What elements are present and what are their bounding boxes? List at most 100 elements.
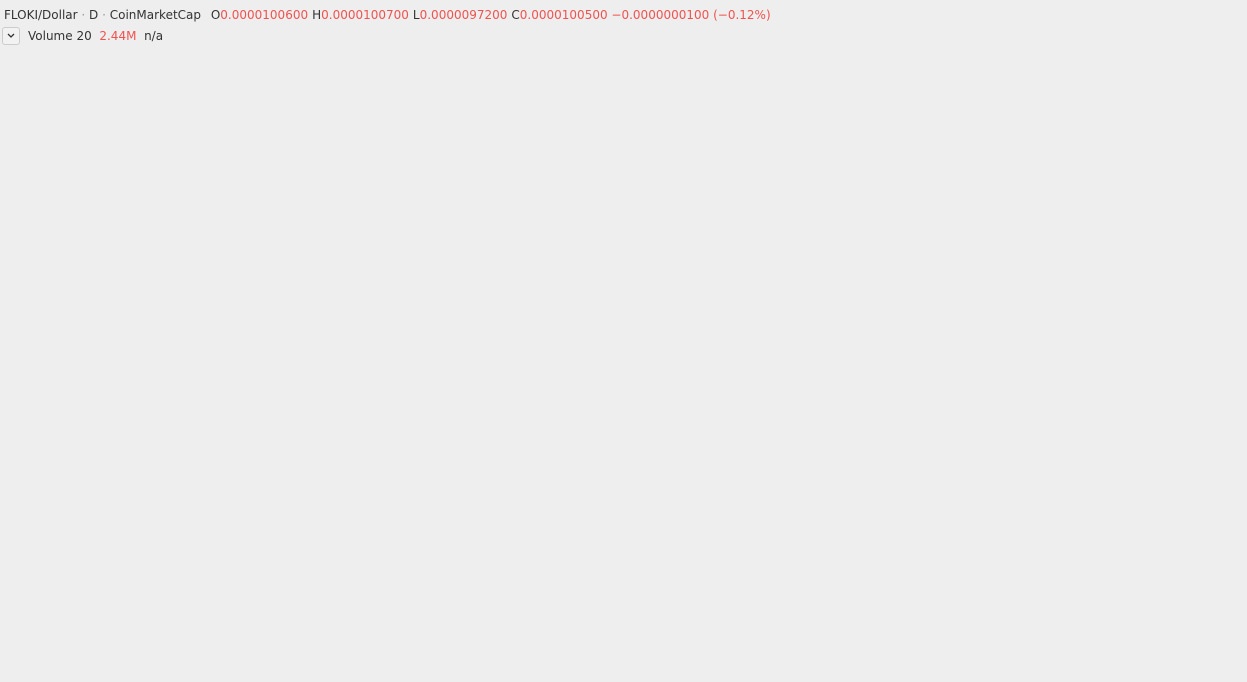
candle-body [193,565,203,567]
candle-body [1137,468,1147,471]
candle-body [163,569,173,574]
candle-body [665,149,675,180]
candle-body [930,317,940,323]
candle-body [340,516,350,529]
volume-bar [812,675,822,682]
candle-body [149,573,159,575]
candle-body [694,114,704,160]
candle-body [724,177,734,180]
candle-body [311,546,321,559]
candle-body [635,338,645,434]
candle-body [606,398,616,409]
candle-body [237,564,247,566]
candle-body [222,564,232,581]
candle-body [1181,468,1191,489]
volume-legend: Volume 20 2.44M n/a [2,27,163,45]
ohlc-value: 0.0000100600 [220,8,309,22]
volume-bar [665,628,675,682]
symbol: FLOKI/Dollar [4,8,78,22]
candle-body [1019,376,1029,407]
candle-body [680,114,690,180]
candle-body [709,159,719,180]
candle-body [945,304,955,323]
candle-body [827,231,837,285]
volume-value: 2.44M [99,29,137,43]
candle-body [562,396,572,419]
candle-body [517,448,527,454]
collapse-button[interactable] [2,27,20,45]
volume-bar [739,662,749,682]
candle-body [1122,466,1132,469]
ohlc-key: H [312,8,322,22]
candle-body [621,408,631,434]
candle-body [650,149,660,339]
candle-body [1225,458,1235,471]
volume-bar [709,658,719,682]
ohlc-key: O [210,8,221,22]
volume-bar [753,672,763,682]
candle-body [414,456,424,484]
candle-body [75,568,85,571]
candle-body [1048,403,1058,407]
volume-bar [783,675,793,682]
candle-body [444,430,454,499]
candle-body [473,463,483,467]
ohlc-value: 0.0000097200 [419,8,508,22]
candle-body [385,533,395,542]
candle-body [296,558,306,566]
candle-body [326,516,336,547]
candle-body [975,334,985,350]
volume-bar [680,583,690,682]
volume-bar [857,670,867,682]
candle-body [739,177,749,220]
candle-body [960,304,970,335]
candle-body [753,219,763,265]
source: CoinMarketCap [109,8,202,22]
candle-body [1211,428,1221,459]
candle-body [119,576,129,578]
ohlc: O0.0000100600 H0.0000100700 L0.0000097200 C… [205,8,608,22]
candle-body [503,430,513,454]
volume-bar [724,660,734,682]
candle-body [871,294,881,324]
candle-body [886,261,896,324]
candle-body [857,277,867,295]
candle-body [267,567,277,569]
volume-bar [827,668,837,682]
candle-body [429,430,439,457]
candle-body [916,299,926,318]
candle-body [399,483,409,534]
candle-body [1240,476,1247,478]
candle-body [355,523,365,529]
candle-body [252,564,262,568]
candle-body [1063,406,1073,429]
volume-bar [886,645,896,682]
legend: FLOKI/Dollar · D · CoinMarketCap O0.0000… [4,8,771,22]
ohlc-value: 0.0000100500 [519,8,608,22]
volume-bar [842,666,852,682]
candle-body [1004,334,1014,377]
change: −0.0000000100 (−0.12%) [611,8,771,22]
candle-body [989,334,999,350]
volume-bar [650,528,660,682]
candle-body [1196,428,1206,469]
ohlc-value: 0.0000100700 [321,8,409,22]
candle-body [547,418,557,420]
candle-body [901,261,911,300]
candle-body [591,398,601,424]
volume-bar [798,678,808,682]
candle-body [208,565,218,581]
volume-ma: n/a [144,29,164,43]
candle-body [1152,470,1162,479]
candle-body [90,570,100,574]
candle-body [281,565,291,568]
candle-body [798,244,808,298]
ohlc-key: L [412,8,420,22]
candle-body [1034,403,1044,407]
candle-body [768,209,778,265]
candle-body [178,565,188,570]
candle-body [1166,478,1176,489]
candle-body [812,284,822,298]
candle-body [576,396,586,424]
